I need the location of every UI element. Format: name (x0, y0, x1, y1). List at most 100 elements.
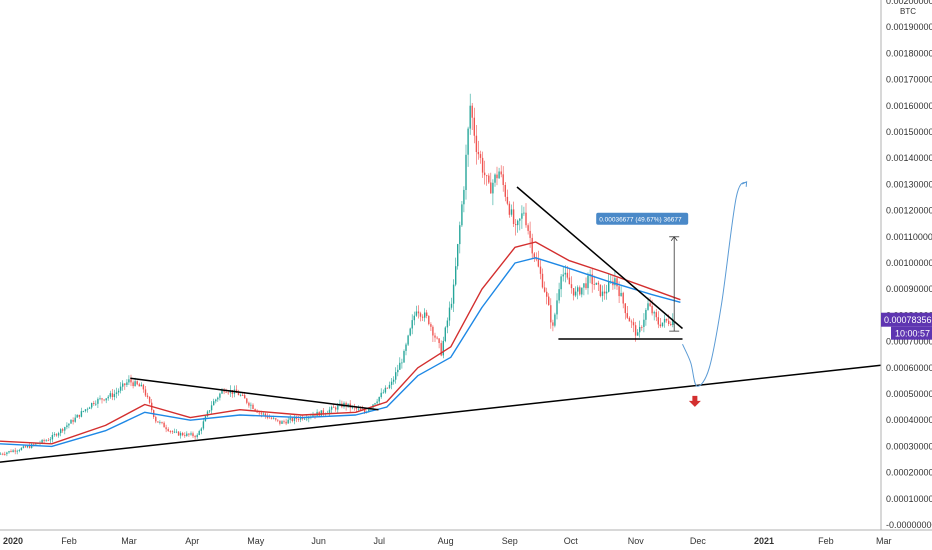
candle-body (105, 398, 107, 401)
projection (682, 180, 748, 387)
candle-body (510, 209, 513, 215)
candle-body (277, 419, 279, 421)
price-tick-label: 0.00180000 (886, 48, 932, 58)
candle-body (504, 185, 506, 197)
candle-body (291, 418, 293, 421)
candle-body (469, 105, 471, 129)
candle-body (12, 450, 14, 452)
candle-body (477, 152, 480, 155)
candle-body (254, 409, 256, 411)
candle-body (215, 399, 217, 402)
candle-body (622, 292, 624, 304)
candle-body (471, 105, 473, 118)
candle-body (93, 403, 95, 404)
candle-body (51, 435, 54, 440)
candle-body (26, 446, 29, 448)
candle-body (55, 434, 58, 436)
candle-body (113, 394, 116, 397)
price-tick-label: 0.00040000 (886, 415, 932, 425)
candle-body (95, 403, 97, 405)
candle-body (182, 433, 184, 436)
candle-body (192, 433, 194, 437)
candle-body (517, 220, 519, 226)
candle-body (390, 381, 393, 385)
candle-body (614, 278, 616, 286)
candle-body (541, 273, 544, 288)
candle-body (475, 135, 478, 152)
candle-body (562, 274, 564, 277)
candle-body (146, 395, 149, 397)
candle-body (411, 320, 413, 329)
candle-body (221, 390, 223, 394)
candle-body (270, 417, 273, 419)
candle-body (312, 415, 314, 417)
candle-body (246, 398, 248, 403)
candle-body (115, 392, 118, 394)
candle-body (626, 313, 628, 318)
candle-body (401, 362, 403, 364)
candle-body (78, 414, 80, 417)
candle-body (395, 372, 397, 380)
candle-body (359, 408, 362, 410)
candle-body (620, 292, 622, 297)
current-price-tag (881, 312, 932, 327)
candle-body (330, 406, 333, 410)
candle-body (320, 410, 322, 416)
moving-average-line (0, 241, 681, 445)
candle-body (421, 316, 424, 318)
candle-body (603, 291, 606, 294)
candle-body (424, 312, 426, 318)
candle-body (155, 417, 157, 422)
time-axis[interactable]: 2020 Feb Mar Apr May Jun Jul Aug Sep Oct Nov Dec 202… (3, 536, 892, 546)
measure-arrowhead (670, 236, 678, 242)
candle-body (374, 403, 376, 405)
price-tick-label: 0.00070000 (886, 337, 932, 347)
price-tick-label: 0.00150000 (886, 127, 932, 137)
candle-body (407, 335, 409, 345)
candle-body (264, 413, 267, 416)
candle-body (196, 434, 198, 438)
candle-body (304, 418, 306, 420)
candle-body (70, 420, 72, 424)
candle-body (119, 386, 122, 391)
candle-body (260, 412, 262, 414)
price-axis[interactable]: 0.00200000 0.00190000 0.00180000 0.00170000… (886, 0, 932, 530)
trendline (0, 364, 882, 463)
candle-body (202, 421, 205, 429)
candle-body (376, 401, 378, 404)
price-tick-label: 0.00200000 (886, 0, 932, 6)
candle-body (293, 417, 296, 421)
candle-body (24, 446, 27, 448)
price-tick-label: 0.00110000 (886, 232, 932, 242)
candle-body (258, 412, 260, 414)
candle-body (457, 244, 459, 267)
candle-body (473, 117, 475, 136)
time-tick-label: Aug (438, 536, 454, 546)
candle-body (506, 196, 509, 204)
candle-body (88, 407, 91, 409)
candle-body (430, 324, 432, 327)
candle-body (440, 343, 442, 356)
current-price-label: 0.00078356 (884, 315, 932, 325)
candle-body (33, 444, 35, 445)
candle-body (194, 436, 196, 438)
candle-body (333, 406, 335, 408)
candle-body (659, 324, 662, 327)
candle-body (16, 450, 18, 452)
candle-body (448, 307, 451, 321)
candle-body (124, 383, 126, 386)
candle-body (66, 425, 68, 428)
candle-body (4, 454, 6, 455)
candle-body (608, 282, 610, 292)
candle-body (494, 174, 496, 183)
candle-body (184, 435, 186, 436)
candle-body (173, 431, 176, 433)
measure-label: 0.00036677 (49.67%) 36677 (599, 216, 682, 223)
candle-body (285, 421, 287, 424)
candle-body (417, 311, 420, 314)
countdown-tag (891, 326, 932, 340)
candle-body (49, 439, 51, 441)
candle-body (550, 305, 552, 323)
candle-body (634, 325, 637, 336)
